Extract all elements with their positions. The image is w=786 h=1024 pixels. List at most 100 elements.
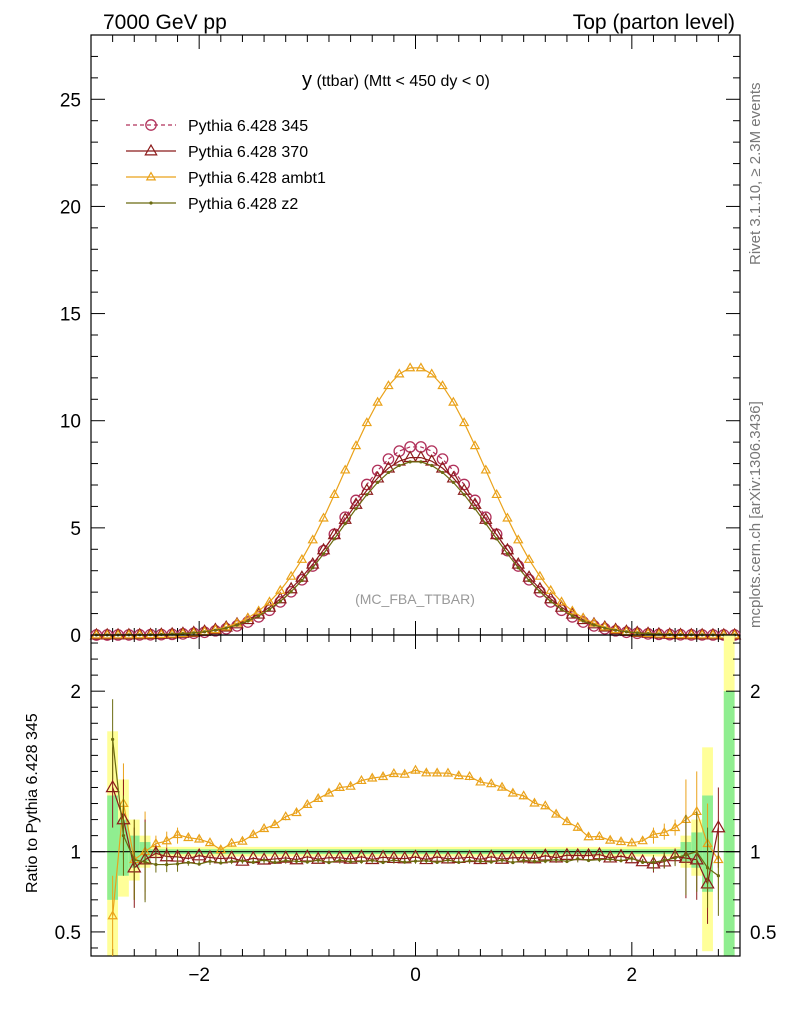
data-point-2-34 (458, 417, 470, 427)
data-point-2-21 (318, 512, 329, 522)
data-point-2-44 (567, 605, 578, 615)
data-point-1-55 (684, 627, 699, 640)
ratio-ytick-label-0: 0.5 (55, 923, 81, 944)
ratio-point-3-51 (662, 858, 666, 862)
data-point-3-47 (603, 626, 607, 630)
data-point-1-6 (154, 627, 169, 639)
ratio-point-3-37 (511, 860, 515, 865)
ratio-xtick-label-1: 0 (410, 965, 421, 986)
data-point-1-2 (111, 627, 125, 640)
data-point-3-28 (397, 463, 401, 468)
ratio-point-3-40 (543, 859, 547, 863)
data-point-2-35 (469, 440, 481, 450)
data-point-3-19 (300, 578, 304, 583)
data-point-2-40 (523, 553, 535, 563)
chart-title: y (ttbar) (Mtt < 450 dy < 0) (302, 69, 490, 91)
series-0 (90, 441, 741, 641)
data-point-1-7 (165, 626, 179, 639)
ratio-point-2-9 (204, 837, 216, 847)
data-point-2-11 (210, 624, 221, 634)
data-point-2-28 (394, 368, 405, 378)
ratio-point-1-12 (235, 853, 250, 866)
ratio-point-3-33 (467, 859, 472, 863)
data-point-3-14 (246, 619, 250, 623)
data-point-1-56 (695, 627, 709, 640)
ratio-point-2-48 (626, 837, 638, 847)
data-point-2-9 (188, 627, 199, 637)
data-point-2-37 (491, 488, 502, 499)
data-point-2-39 (513, 534, 524, 544)
data-point-1-52 (652, 626, 666, 639)
data-point-2-41 (534, 570, 546, 580)
ratio-point-2-12 (237, 835, 248, 845)
ratio-panel: 0.5 0.5 1 1 2 2 −2 0 2 (55, 634, 776, 986)
data-point-3-15 (257, 614, 261, 618)
data-point-2-51 (642, 628, 654, 638)
data-point-1-8 (176, 626, 190, 638)
main-ytick-label-1: 5 (70, 519, 81, 540)
ratio-point-2-52 (669, 821, 681, 832)
data-point-0-32 (436, 453, 449, 465)
ratio-point-3-45 (597, 858, 601, 862)
ratio-point-3-55 (705, 866, 710, 870)
main-ytick-label-2: 10 (60, 412, 81, 433)
ratio-series-3 (111, 699, 720, 916)
ratio-point-3-28 (413, 859, 418, 863)
ratio-point-2-21 (334, 781, 346, 791)
ratio-ytick-label-2: 2 (70, 682, 81, 703)
data-point-3-36 (484, 522, 488, 526)
ratio-point-3-34 (478, 859, 482, 863)
data-point-0-35 (469, 494, 481, 507)
data-point-2-48 (610, 624, 621, 634)
ratio-point-3-6 (175, 862, 180, 866)
data-point-2-17 (275, 584, 286, 594)
data-point-0-24 (350, 494, 362, 507)
data-point-3-21 (321, 552, 326, 556)
data-point-2-50 (632, 627, 643, 637)
ratio-point-1-17 (289, 851, 304, 865)
ratio-point-1-48 (624, 850, 639, 864)
ratio-point-2-30 (431, 767, 443, 777)
band-green-8 (723, 691, 735, 956)
data-point-2-36 (480, 464, 492, 474)
ratio-point-3-14 (262, 858, 266, 862)
data-point-3-20 (311, 566, 315, 570)
data-point-3-17 (278, 599, 282, 603)
data-point-0-26 (371, 464, 384, 477)
ratio-point-2-42 (561, 816, 573, 826)
ratio-point-3-32 (457, 860, 461, 865)
ratio-point-2-5 (161, 835, 172, 845)
data-point-2-16 (264, 596, 275, 606)
ratio-point-2-13 (248, 829, 259, 839)
series-line-1 (96, 456, 735, 636)
data-point-1-50 (630, 625, 644, 638)
ratio-point-3-21 (338, 858, 342, 862)
ratio-point-3-23 (359, 859, 364, 864)
data-point-3-32 (440, 470, 445, 475)
data-point-2-57 (707, 629, 719, 639)
ratio-point-3-50 (651, 860, 656, 864)
data-point-3-49 (624, 630, 629, 634)
legend-label-1: Pythia 6.428 370 (188, 144, 308, 161)
data-point-2-18 (285, 570, 297, 580)
ratio-point-2-0 (107, 910, 118, 920)
ratio-point-2-6 (172, 829, 183, 839)
ratio-ytick-label-right-2: 2 (750, 682, 761, 703)
ratio-point-3-26 (392, 858, 396, 862)
data-point-2-55 (686, 629, 697, 639)
data-point-3-30 (419, 460, 423, 464)
ratio-point-2-18 (302, 798, 313, 809)
main-ytick-label-5: 25 (60, 90, 81, 111)
ratio-point-2-41 (550, 808, 562, 818)
data-point-3-38 (505, 552, 510, 556)
ratio-point-3-1 (121, 834, 126, 838)
data-point-3-33 (451, 480, 455, 484)
header-right: Top (parton level) (573, 11, 735, 34)
data-point-1-51 (641, 626, 655, 638)
ratio-point-2-8 (193, 833, 205, 843)
ratio-point-2-20 (323, 787, 335, 797)
legend-label-2: Pythia 6.428 ambt1 (188, 170, 326, 187)
ratio-point-3-19 (316, 858, 320, 862)
watermark: (MC_FBA_TTBAR) (355, 591, 475, 607)
